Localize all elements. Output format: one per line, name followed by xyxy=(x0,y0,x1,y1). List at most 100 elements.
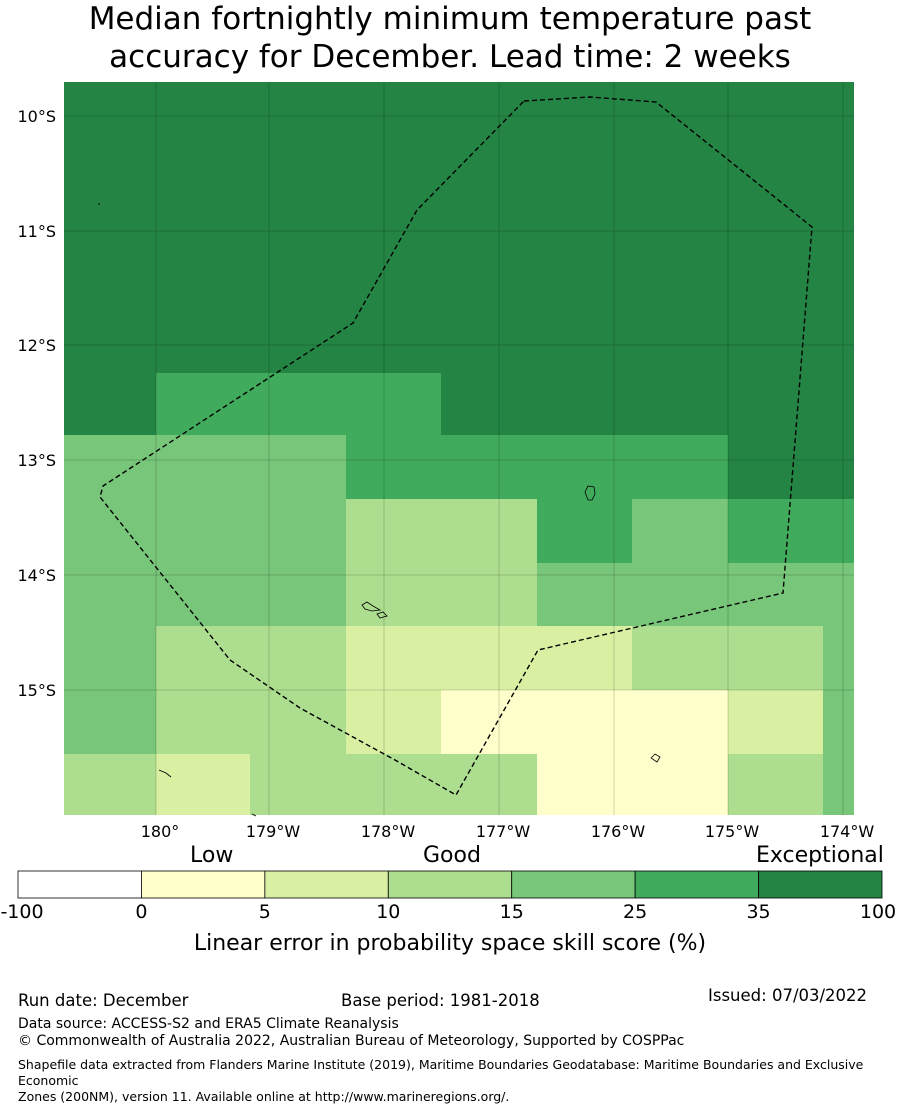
grid-cell xyxy=(823,82,854,373)
grid-cell xyxy=(156,754,250,815)
shapefile-credit: Shapefile data extracted from Flanders M… xyxy=(18,1057,900,1105)
grid-cell xyxy=(250,626,346,690)
colorbar-tick-label: 10 xyxy=(376,901,401,923)
grid-cell xyxy=(728,754,823,815)
grid-cell xyxy=(64,754,156,815)
grid-cell xyxy=(156,499,250,563)
grid-cell xyxy=(64,435,156,499)
latitude-label: 15°S xyxy=(17,681,56,700)
grid-cell xyxy=(156,435,250,499)
grid-cell xyxy=(537,499,632,563)
colorbar-tick-label: 100 xyxy=(859,901,897,923)
grid-cell xyxy=(64,499,156,563)
grid-cell xyxy=(250,563,346,626)
grid-cell xyxy=(156,82,250,373)
longitude-labels: 180° 179°W 178°W 177°W 176°W 175°W 174°W xyxy=(141,822,875,840)
base-period: Base period: 1981-2018 xyxy=(341,991,540,1010)
grid-cell xyxy=(346,563,441,626)
colorbar-tick-label: 15 xyxy=(499,901,524,923)
grid-cell xyxy=(64,690,156,754)
grid-cell xyxy=(728,690,823,754)
colorbar-tick-label: 5 xyxy=(258,901,271,923)
grid-cell xyxy=(632,82,728,373)
grid-cell xyxy=(823,563,854,626)
grid-cell xyxy=(728,373,823,435)
grid-cell xyxy=(441,626,537,690)
grid-cell xyxy=(250,499,346,563)
colorbar-segment xyxy=(758,870,883,899)
grid-cell xyxy=(64,626,156,690)
latitude-label: 10°S xyxy=(17,107,56,126)
colorbar-tick-label: 25 xyxy=(623,901,648,923)
grid-cell xyxy=(728,82,823,373)
colorbar-segment xyxy=(17,870,142,899)
grid-cell xyxy=(537,435,632,499)
island-outline xyxy=(361,601,382,612)
skill-map: 10°S11°S12°S13°S14°S15°S 180° 179°W 178°W 1… xyxy=(17,82,875,840)
island-outline xyxy=(158,769,172,778)
latitude-labels: 10°S 11°S 12°S 13°S 14°S 15°S xyxy=(17,107,56,700)
issued-date: Issued: 07/03/2022 xyxy=(708,986,868,1005)
grid-cell xyxy=(346,82,441,373)
grid-cell xyxy=(823,754,854,815)
grid-cell xyxy=(441,563,537,626)
longitude-label: 179°W xyxy=(246,822,301,840)
longitude-label: 177°W xyxy=(476,822,531,840)
grid-cell xyxy=(64,563,156,626)
eez-boundary xyxy=(99,96,813,796)
colorbar-segment xyxy=(387,870,513,899)
grid-cell xyxy=(632,563,728,626)
graticule xyxy=(64,82,854,815)
grid-cell xyxy=(64,373,156,435)
longitude-label: 174°W xyxy=(820,822,875,840)
colorbar xyxy=(17,870,883,899)
colorbar-segment xyxy=(264,870,389,899)
island-outline xyxy=(650,753,661,763)
grid-cell xyxy=(632,626,728,690)
data-source: Data source: ACCESS-S2 and ERA5 Climate … xyxy=(18,1016,399,1032)
grid-cell xyxy=(823,373,854,435)
longitude-label: 175°W xyxy=(705,822,760,840)
latitude-label: 13°S xyxy=(17,451,56,470)
colorbar-tick-label: -100 xyxy=(0,901,44,923)
grid-cell xyxy=(632,499,728,563)
grid-cell xyxy=(632,754,728,815)
grid-cell xyxy=(823,690,854,754)
colorbar-tick-label: 35 xyxy=(746,901,771,923)
grid-cell xyxy=(823,499,854,563)
grid-cell xyxy=(441,690,537,754)
grid-cell xyxy=(250,82,346,373)
colorbar-segment xyxy=(634,870,759,899)
map-title-line2: accuracy for December. Lead time: 2 week… xyxy=(109,39,791,75)
grid-cell xyxy=(346,499,441,563)
grid-cell xyxy=(346,435,441,499)
grid-cell xyxy=(632,690,728,754)
shapefile-credit-line1: Shapefile data extracted from Flanders M… xyxy=(18,1057,864,1088)
island-outline xyxy=(584,485,596,501)
grid-cell xyxy=(346,373,441,435)
grid-cell xyxy=(346,626,441,690)
grid-cell xyxy=(537,563,632,626)
grid-cell xyxy=(632,435,728,499)
run-date: Run date: December xyxy=(18,991,189,1010)
grid-cell xyxy=(441,82,537,373)
grid-cell xyxy=(441,499,537,563)
grid-cell xyxy=(823,435,854,499)
grid-cell xyxy=(632,373,728,435)
island-outline xyxy=(376,611,388,619)
grid-cell xyxy=(537,626,632,690)
grid-cell xyxy=(441,754,537,815)
shapefile-credit-line2: Zones (200NM), version 11. Available onl… xyxy=(18,1089,510,1104)
grid-cell xyxy=(250,690,346,754)
island-outline xyxy=(251,813,257,817)
grid-cell xyxy=(156,563,250,626)
grid-cell xyxy=(728,626,823,690)
grid-cell xyxy=(728,435,823,499)
latitude-label: 12°S xyxy=(17,336,56,355)
grid-cell xyxy=(441,435,537,499)
colorbar-segment xyxy=(141,870,266,899)
colorbar-low-label: Low xyxy=(190,843,234,868)
grid-cell xyxy=(728,499,823,563)
grid-cell xyxy=(250,373,346,435)
longitude-label: 180° xyxy=(141,822,180,840)
